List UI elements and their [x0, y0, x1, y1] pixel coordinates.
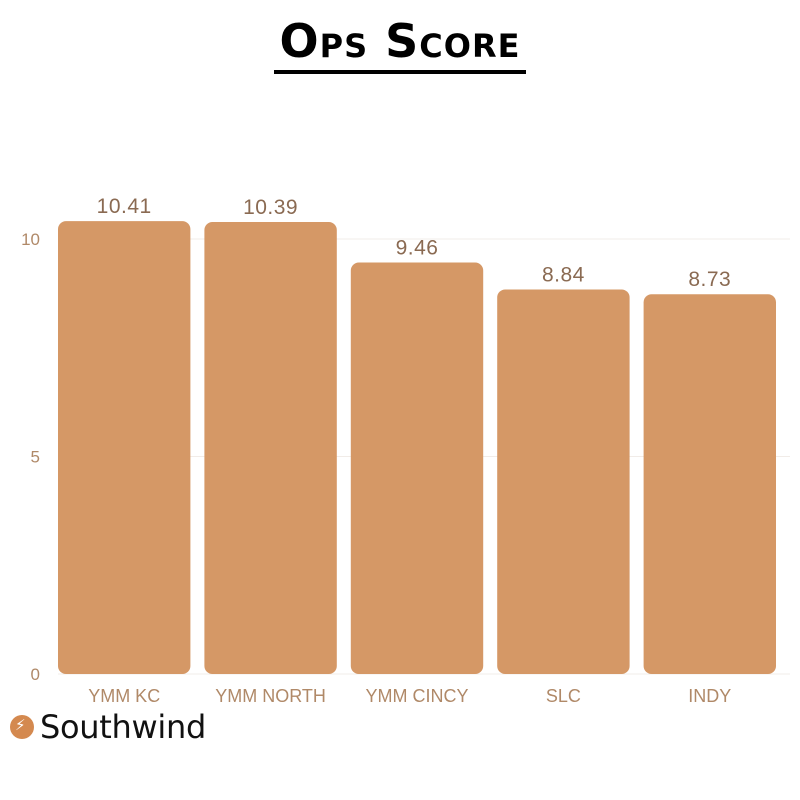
x-tick-label: SLC: [546, 686, 581, 706]
x-tick-label: YMM CINCY: [366, 686, 469, 706]
x-tick-label: YMM KC: [88, 686, 160, 706]
y-tick-label: 10: [21, 230, 40, 249]
brand-logo: Southwind: [10, 708, 206, 746]
chart-title: Ops Score: [0, 14, 800, 74]
y-tick-label: 0: [31, 665, 40, 684]
brand-name: Southwind: [40, 708, 206, 746]
data-label: 9.46: [396, 236, 439, 259]
x-tick-label: INDY: [688, 686, 731, 706]
data-label: 8.84: [542, 263, 585, 286]
bar: [58, 221, 191, 675]
data-label: 8.73: [688, 268, 731, 291]
x-tick-label: YMM NORTH: [215, 686, 326, 706]
bar: [204, 222, 337, 674]
y-tick-label: 5: [31, 448, 40, 467]
bar: [497, 289, 630, 674]
bar: [643, 294, 776, 674]
bolt-icon: [10, 715, 34, 739]
data-label: 10.41: [97, 195, 152, 218]
data-label: 10.39: [243, 196, 298, 219]
bar: [350, 262, 484, 674]
